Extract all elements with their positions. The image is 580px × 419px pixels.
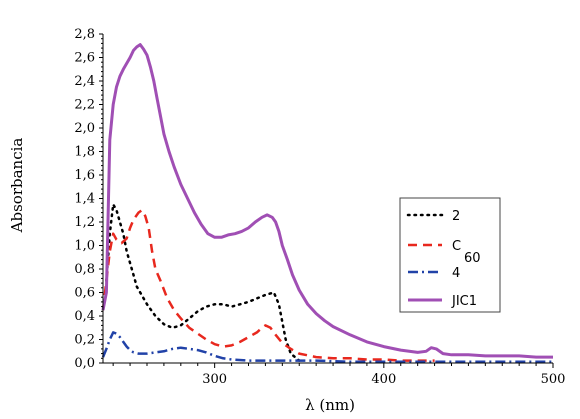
y-tick-label: 0,2 (74, 333, 95, 348)
y-tick-label: 0,6 (74, 286, 95, 301)
y-axis-title: Absorbancia (8, 138, 26, 234)
legend-box (399, 197, 501, 313)
y-tick-label: 1,0 (74, 239, 95, 254)
y-tick-label: 2,2 (74, 98, 95, 113)
legend: 2 C60 4 JIC1 (399, 197, 501, 313)
y-tick-label: 0,4 (74, 309, 95, 324)
series-line-jic1 (101, 43, 553, 359)
y-tick-label: 0,0 (74, 356, 95, 371)
y-tick-label: 1,2 (74, 215, 95, 230)
plot-series-group (101, 43, 553, 364)
x-tick-label: 400 (371, 372, 396, 387)
series-line-2 (105, 203, 301, 362)
legend-label-0: 2 (452, 209, 460, 224)
series-line-4 (101, 331, 553, 364)
x-tick-label: 300 (202, 372, 227, 387)
legend-label-2: 4 (452, 266, 460, 281)
y-tick-label: 2,4 (74, 74, 95, 89)
legend-label-1: C (452, 239, 461, 254)
series-line-c60 (101, 208, 435, 362)
y-tick-label: 2,6 (74, 51, 95, 66)
y-tick-label: 0,8 (74, 262, 95, 277)
x-tick-label: 500 (541, 372, 566, 387)
y-tick-label: 1,8 (74, 145, 95, 160)
x-axis-title: λ (nm) (305, 396, 355, 414)
y-tick-label: 1,4 (74, 192, 95, 207)
y-tick-label: 2,8 (74, 27, 95, 42)
legend-sublabel-1: 60 (464, 251, 481, 266)
axes-group: 0,0 0,2 0,4 0,6 0,8 1,0 1,2 1,4 1,6 1,8 2,0 2,2 2,4 2… (74, 27, 565, 387)
y-tick-label: 2,0 (74, 121, 95, 136)
legend-label-3: JIC1 (451, 294, 477, 309)
y-tick-label: 1,6 (74, 168, 95, 183)
